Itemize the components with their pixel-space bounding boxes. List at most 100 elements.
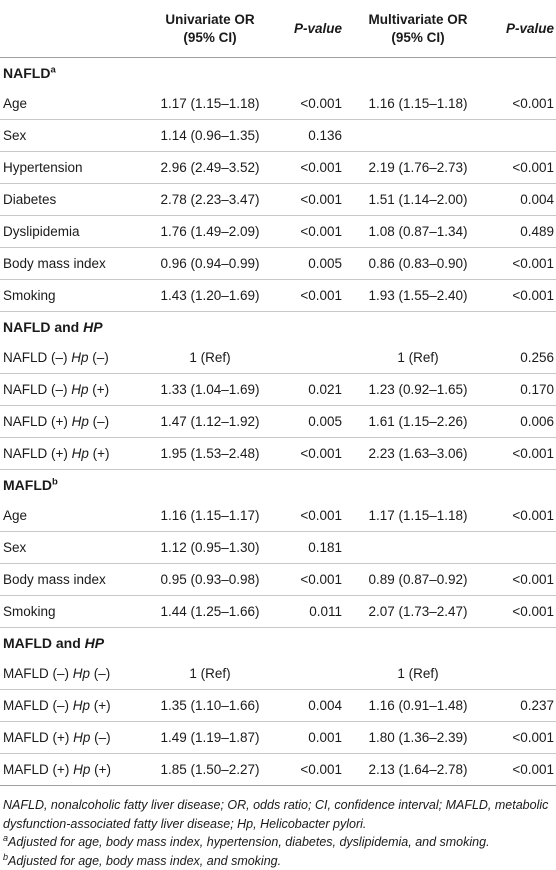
header-univariate-or: Univariate OR(95% CI)	[148, 0, 272, 58]
multivariate-or-cell: 1.61 (1.15–2.26)	[348, 406, 488, 438]
univariate-p-cell: <0.001	[272, 152, 348, 184]
multivariate-or-cell: 2.23 (1.63–3.06)	[348, 438, 488, 470]
multivariate-p-cell: <0.001	[488, 248, 556, 280]
univariate-p-cell: 0.136	[272, 120, 348, 152]
multivariate-p-cell: 0.004	[488, 184, 556, 216]
multivariate-or-cell: 1.93 (1.55–2.40)	[348, 280, 488, 312]
multivariate-p-cell: 0.489	[488, 216, 556, 248]
section-header: NAFLDa	[0, 58, 556, 89]
row-label: Sex	[0, 532, 148, 564]
multivariate-p-cell: <0.001	[488, 754, 556, 786]
row-label: Hypertension	[0, 152, 148, 184]
multivariate-or-cell: 1.23 (0.92–1.65)	[348, 374, 488, 406]
multivariate-or-cell: 1.16 (1.15–1.18)	[348, 88, 488, 120]
row-label: Body mass index	[0, 248, 148, 280]
univariate-or-cell: 1.43 (1.20–1.69)	[148, 280, 272, 312]
multivariate-or-cell: 0.89 (0.87–0.92)	[348, 564, 488, 596]
multivariate-p-cell: <0.001	[488, 280, 556, 312]
header-variable	[0, 0, 148, 58]
row-label: NAFLD (–) Hp (–)	[0, 342, 148, 374]
univariate-or-cell: 1.76 (1.49–2.09)	[148, 216, 272, 248]
univariate-p-cell: 0.005	[272, 406, 348, 438]
row-label: Smoking	[0, 280, 148, 312]
multivariate-or-cell: 0.86 (0.83–0.90)	[348, 248, 488, 280]
multivariate-or-cell: 1.08 (0.87–1.34)	[348, 216, 488, 248]
multivariate-p-cell: 0.006	[488, 406, 556, 438]
multivariate-or-cell: 2.19 (1.76–2.73)	[348, 152, 488, 184]
univariate-or-cell: 1.85 (1.50–2.27)	[148, 754, 272, 786]
univariate-or-cell: 1 (Ref)	[148, 342, 272, 374]
univariate-p-cell	[272, 658, 348, 690]
multivariate-p-cell: <0.001	[488, 88, 556, 120]
multivariate-p-cell: <0.001	[488, 564, 556, 596]
multivariate-p-cell: 0.170	[488, 374, 556, 406]
section-title: MAFLDb	[0, 470, 556, 501]
multivariate-p-cell: <0.001	[488, 152, 556, 184]
multivariate-p-cell	[488, 658, 556, 690]
section-title: NAFLDa	[0, 58, 556, 89]
header-row: Univariate OR(95% CI) P-value Multivaria…	[0, 0, 556, 58]
univariate-p-cell	[272, 342, 348, 374]
univariate-p-cell: 0.181	[272, 532, 348, 564]
multivariate-p-cell: <0.001	[488, 596, 556, 628]
multivariate-or-cell	[348, 120, 488, 152]
univariate-or-cell: 1.17 (1.15–1.18)	[148, 88, 272, 120]
univariate-p-cell: 0.021	[272, 374, 348, 406]
row-label: Body mass index	[0, 564, 148, 596]
multivariate-p-cell: <0.001	[488, 722, 556, 754]
univariate-or-cell: 2.78 (2.23–3.47)	[148, 184, 272, 216]
univariate-p-cell: <0.001	[272, 280, 348, 312]
multivariate-or-cell: 1.80 (1.36–2.39)	[348, 722, 488, 754]
multivariate-or-cell	[348, 532, 488, 564]
multivariate-or-cell: 1.17 (1.15–1.18)	[348, 500, 488, 532]
section-header: NAFLD and HP	[0, 312, 556, 343]
univariate-p-cell: <0.001	[272, 500, 348, 532]
multivariate-p-cell: 0.256	[488, 342, 556, 374]
row-label: Age	[0, 500, 148, 532]
multivariate-or-cell: 1.51 (1.14–2.00)	[348, 184, 488, 216]
multivariate-p-cell: 0.237	[488, 690, 556, 722]
univariate-or-cell: 0.96 (0.94–0.99)	[148, 248, 272, 280]
section-title: NAFLD and HP	[0, 312, 556, 343]
univariate-or-cell: 0.95 (0.93–0.98)	[148, 564, 272, 596]
footnote-abbreviations: NAFLD, nonalcoholic fatty liver disease;…	[3, 796, 553, 833]
footnotes: NAFLD, nonalcoholic fatty liver disease;…	[0, 786, 556, 870]
section-header: MAFLDb	[0, 470, 556, 501]
footnote-b: bAdjusted for age, body mass index, and …	[3, 852, 553, 870]
row-label: MAFLD (–) Hp (–)	[0, 658, 148, 690]
table-row: NAFLD (–) Hp (–)1 (Ref)1 (Ref)0.256	[0, 342, 556, 374]
univariate-or-cell: 1.16 (1.15–1.17)	[148, 500, 272, 532]
univariate-p-cell: <0.001	[272, 88, 348, 120]
row-label: Sex	[0, 120, 148, 152]
univariate-or-cell: 1 (Ref)	[148, 658, 272, 690]
univariate-or-cell: 1.14 (0.96–1.35)	[148, 120, 272, 152]
row-label: Dyslipidemia	[0, 216, 148, 248]
multivariate-or-cell: 1 (Ref)	[348, 342, 488, 374]
univariate-p-cell: 0.004	[272, 690, 348, 722]
multivariate-p-cell	[488, 120, 556, 152]
multivariate-or-cell: 2.07 (1.73–2.47)	[348, 596, 488, 628]
multivariate-or-cell: 1 (Ref)	[348, 658, 488, 690]
row-label: MAFLD (–) Hp (+)	[0, 690, 148, 722]
univariate-p-cell: 0.001	[272, 722, 348, 754]
results-table: Univariate OR(95% CI) P-value Multivaria…	[0, 0, 556, 786]
multivariate-or-cell: 2.13 (1.64–2.78)	[348, 754, 488, 786]
multivariate-or-cell: 1.16 (0.91–1.48)	[348, 690, 488, 722]
univariate-p-cell: 0.005	[272, 248, 348, 280]
row-label: MAFLD (+) Hp (–)	[0, 722, 148, 754]
univariate-p-cell: <0.001	[272, 184, 348, 216]
